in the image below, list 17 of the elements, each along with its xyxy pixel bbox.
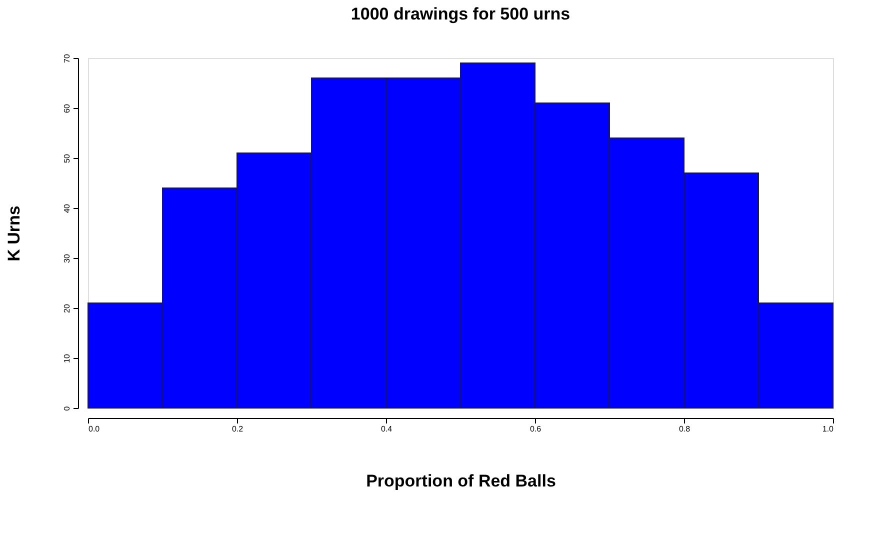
y-tick-label: 60 bbox=[62, 104, 72, 113]
x-tick-label: 0.4 bbox=[380, 424, 393, 434]
chart-title: 1000 drawings for 500 urns bbox=[350, 4, 570, 24]
y-tick-label: 30 bbox=[62, 254, 72, 263]
y-tick-label: 20 bbox=[62, 304, 72, 313]
x-tick-label: 0.8 bbox=[678, 424, 691, 434]
x-tick-label: 1.0 bbox=[822, 424, 834, 434]
y-tick-label: 50 bbox=[62, 154, 72, 163]
y-tick-label: 70 bbox=[62, 54, 72, 63]
y-tick-label: 10 bbox=[62, 354, 72, 363]
y-tick-label: 0 bbox=[62, 406, 72, 411]
x-axis-title: Proportion of Red Balls bbox=[366, 472, 556, 490]
x-tick-label: 0.6 bbox=[530, 424, 542, 434]
x-tick-label: 0.0 bbox=[88, 424, 100, 434]
y-tick-label: 40 bbox=[62, 204, 72, 213]
y-axis-title: K Urns bbox=[4, 206, 24, 262]
x-tick-label: 0.2 bbox=[232, 424, 244, 434]
